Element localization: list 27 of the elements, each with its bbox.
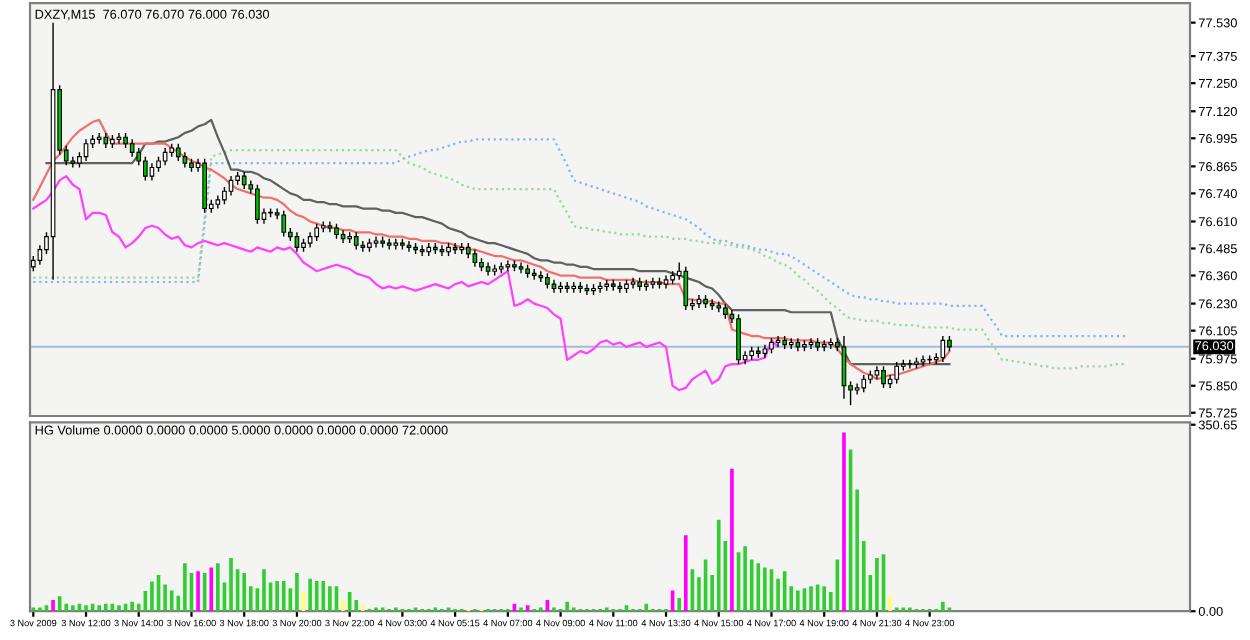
candlestick bbox=[37, 244, 43, 266]
candlestick bbox=[650, 276, 656, 290]
line-series bbox=[32, 149, 1129, 370]
line-series bbox=[32, 174, 780, 392]
line-series bbox=[32, 138, 1129, 338]
candlestick bbox=[505, 259, 511, 272]
candlestick bbox=[307, 231, 313, 249]
candlestick bbox=[419, 244, 425, 257]
candlestick bbox=[854, 382, 860, 396]
candlestick bbox=[215, 194, 221, 210]
candlestick bbox=[360, 240, 366, 253]
candlestick bbox=[182, 151, 188, 169]
candlestick bbox=[795, 337, 801, 352]
candlestick bbox=[887, 374, 893, 389]
candlestick bbox=[940, 335, 946, 363]
candlestick bbox=[564, 281, 570, 294]
candlestick bbox=[597, 281, 603, 294]
candlestick bbox=[327, 220, 333, 233]
candlestick bbox=[70, 155, 76, 169]
candlestick bbox=[907, 359, 913, 370]
candlestick bbox=[129, 138, 135, 158]
candlestick bbox=[452, 242, 458, 255]
candlestick bbox=[162, 147, 168, 166]
candlestick bbox=[762, 343, 768, 359]
candlestick bbox=[617, 281, 623, 294]
candlestick bbox=[709, 298, 715, 311]
candlestick bbox=[472, 248, 478, 268]
